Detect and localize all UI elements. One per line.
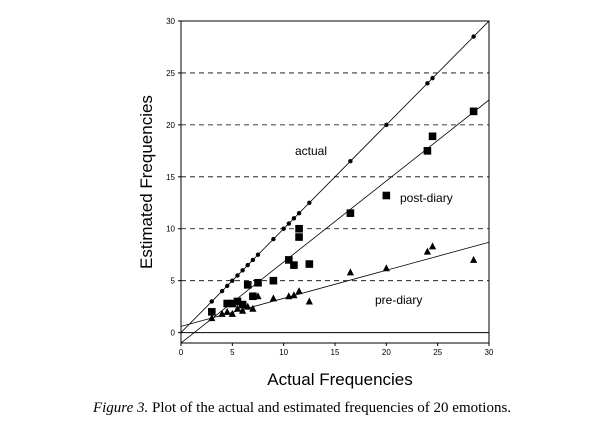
y-tick-label-5: 5: [171, 277, 176, 286]
pre-diary-point-0: [208, 314, 216, 322]
actual-point-12: [291, 216, 297, 221]
x-tick-label-30: 30: [485, 348, 494, 357]
post-diary-point-15: [382, 191, 391, 200]
actual-point-14: [307, 200, 312, 205]
pre-diary-point-7: [249, 304, 257, 312]
post-diary-point-0: [208, 308, 216, 316]
series-label-actual: actual: [295, 144, 327, 158]
pre-diary-point-9: [269, 294, 277, 302]
y-tick-label-15: 15: [166, 173, 175, 182]
post-diary-point-2: [228, 299, 237, 308]
post-diary-point-3: [233, 297, 242, 306]
actual-point-17: [425, 81, 430, 86]
x-tick-label-25: 25: [433, 348, 442, 357]
pre-diary-point-8: [254, 292, 262, 300]
post-diary-point-10: [290, 261, 298, 269]
post-diary-point-1: [223, 299, 231, 308]
pre-diary-point-18: [470, 255, 478, 263]
post-diary-point-11: [295, 224, 303, 233]
figure-caption-text: Plot of the actual and estimated frequen…: [148, 400, 512, 416]
y-tick-label-10: 10: [166, 225, 175, 234]
pre-diary-point-1: [218, 309, 226, 317]
actual-point-15: [348, 159, 353, 164]
pre-diary-point-14: [346, 268, 354, 276]
post-diary-point-5: [243, 281, 252, 289]
plot-frame: [180, 20, 490, 344]
y-tick-label-0: 0: [171, 329, 176, 338]
x-tick-label-5: 5: [230, 348, 235, 357]
post-diary-point-17: [428, 132, 437, 141]
actual-point-0: [209, 299, 214, 304]
actual-point-2: [225, 283, 230, 289]
actual-point-10: [281, 226, 286, 231]
series-label-post-diary: post-diary: [400, 191, 453, 205]
pre-diary-point-4: [233, 304, 242, 312]
pre-diary-point-12: [295, 287, 303, 295]
figure-caption: Figure 3. Plot of the actual and estimat…: [0, 400, 604, 417]
pre-diary-point-10: [285, 292, 293, 300]
post-diary-point-14: [346, 209, 355, 217]
pre-diary-point-3: [228, 309, 236, 317]
pre-diary-point-13: [305, 297, 313, 305]
actual-point-4: [235, 273, 240, 278]
actual-point-16: [384, 122, 389, 128]
post-diary-point-13: [305, 260, 314, 268]
post-diary-point-18: [469, 107, 478, 116]
actual-point-7: [250, 257, 256, 263]
x-tick-label-15: 15: [331, 348, 340, 357]
post-diary-point-16: [423, 147, 432, 155]
pre-diary-point-6: [244, 302, 252, 310]
y-tick-label-25: 25: [166, 69, 175, 78]
y-tick-label-20: 20: [166, 121, 175, 130]
actual-point-6: [245, 262, 250, 268]
pre-diary-point-17: [428, 242, 437, 250]
actual-point-1: [219, 288, 225, 294]
post-diary-point-9: [285, 256, 293, 264]
actual-point-8: [255, 252, 261, 257]
figure-caption-lead: Figure 3.: [92, 400, 149, 416]
x-tick-label-20: 20: [382, 348, 391, 357]
actual-point-9: [271, 236, 276, 242]
actual-point-3: [230, 278, 235, 283]
y-tick-label-30: 30: [166, 17, 175, 26]
actual-point-19: [471, 34, 476, 39]
scatter-chart: 0 5 10 15 20 25 30 0 5 10 15 20 25 30 actual post-diary…: [137, 17, 494, 389]
post-diary-point-6: [249, 292, 257, 301]
y-axis-title: Estimated Frequencies: [137, 95, 156, 269]
actual-point-18: [430, 75, 435, 81]
pre-diary-point-11: [290, 291, 298, 299]
post-diary-point-8: [269, 276, 278, 285]
pre-diary-point-16: [423, 247, 431, 255]
actual-point-13: [296, 210, 302, 216]
pre-diary-point-5: [239, 306, 247, 314]
x-tick-label-10: 10: [279, 348, 288, 357]
series-label-pre-diary: pre-diary: [375, 293, 422, 307]
post-diary-point-7: [254, 278, 262, 287]
actual-point-11: [286, 221, 291, 226]
post-diary-point-12: [295, 233, 303, 241]
x-tick-label-0: 0: [179, 348, 184, 357]
x-axis-title: Actual Frequencies: [267, 370, 413, 389]
pre-diary-point-15: [382, 264, 390, 272]
pre-diary-point-2: [223, 307, 231, 315]
actual-point-5: [240, 268, 245, 273]
post-diary-point-4: [238, 300, 247, 309]
